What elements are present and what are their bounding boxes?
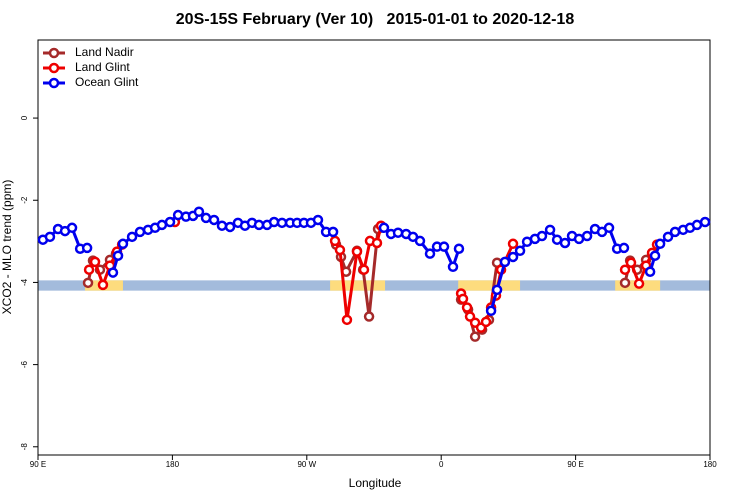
data-point (107, 267, 119, 278)
land-band (330, 280, 386, 291)
y-tick-label: -2 (20, 196, 29, 204)
series-line (87, 225, 659, 330)
x-tick-label: 90 W (297, 460, 316, 469)
data-point (363, 311, 375, 322)
y-tick-label: -4 (20, 278, 29, 286)
data-point (619, 277, 631, 289)
data-point (351, 246, 363, 257)
data-point (312, 214, 324, 226)
data-point (83, 264, 95, 275)
y-axis-label: XCO2 - MLO trend (ppm) (0, 180, 14, 315)
data-point (691, 219, 703, 231)
data-point (559, 237, 571, 249)
chart-title: 20S-15S February (Ver 10) 2015-01-01 to … (176, 11, 575, 28)
data-point (544, 224, 556, 236)
data-point (378, 222, 390, 234)
data-point (447, 261, 459, 273)
data-point (485, 305, 497, 317)
data-point (644, 266, 656, 277)
data-point (618, 242, 630, 254)
data-point (581, 230, 593, 242)
data-point (514, 245, 526, 257)
data-point (341, 314, 353, 326)
plot-frame (37, 39, 711, 456)
land-band (458, 280, 521, 291)
data-point (457, 293, 469, 305)
data-point (216, 220, 228, 231)
data-point (480, 316, 492, 328)
data-point (453, 243, 465, 254)
data-point (507, 251, 519, 263)
data-point (424, 248, 436, 259)
x-tick-label: 90 E (30, 460, 46, 469)
data-point (461, 302, 473, 313)
data-point (654, 238, 666, 250)
x-tick-label: 180 (703, 460, 717, 469)
y-tick-label: -6 (20, 361, 29, 369)
data-point (669, 226, 681, 238)
data-point (699, 216, 711, 228)
data-point (126, 231, 138, 243)
data-point (392, 227, 404, 238)
data-point (81, 242, 93, 254)
data-point (134, 226, 146, 238)
data-point (438, 241, 450, 252)
data-point (573, 233, 585, 245)
legend-marker (48, 47, 60, 59)
data-point (507, 238, 519, 250)
x-tick-label: 180 (166, 460, 180, 469)
data-point (625, 257, 637, 268)
data-point (536, 230, 548, 242)
data-point (117, 238, 129, 250)
data-point (633, 278, 645, 289)
data-point (414, 235, 426, 247)
data-point (662, 231, 674, 243)
y-tick-label: 0 (20, 115, 29, 120)
data-point (208, 214, 220, 226)
legend-marker (48, 77, 60, 89)
data-point (224, 221, 236, 233)
data-point (371, 237, 383, 249)
data-point (164, 216, 176, 228)
legend-label: Land Glint (75, 60, 130, 74)
data-point (89, 256, 101, 268)
data-point (82, 277, 94, 289)
data-point (469, 331, 481, 342)
legend-label: Land Nadir (75, 45, 134, 59)
data-point (193, 206, 205, 218)
data-point (619, 264, 631, 275)
data-point (253, 219, 265, 231)
data-point (358, 264, 370, 275)
legend-marker (48, 62, 60, 74)
data-point (327, 226, 339, 238)
data-point (200, 212, 212, 224)
x-tick-label: 90 E (567, 460, 583, 469)
data-point (66, 222, 78, 234)
x-axis-label: Longitude (349, 476, 402, 490)
data-point (491, 284, 503, 296)
data-point (44, 231, 56, 243)
x-tick-label: 0 (439, 460, 444, 469)
data-point (156, 219, 168, 231)
data-point (334, 244, 346, 256)
data-point (649, 250, 661, 261)
data-point (97, 279, 109, 291)
data-point (329, 235, 341, 247)
legend-label: Ocean Glint (75, 75, 139, 89)
data-point (499, 256, 511, 268)
y-tick-label: -8 (20, 443, 29, 451)
data-point (603, 222, 615, 234)
data-point (112, 250, 124, 261)
data-point (276, 217, 288, 229)
